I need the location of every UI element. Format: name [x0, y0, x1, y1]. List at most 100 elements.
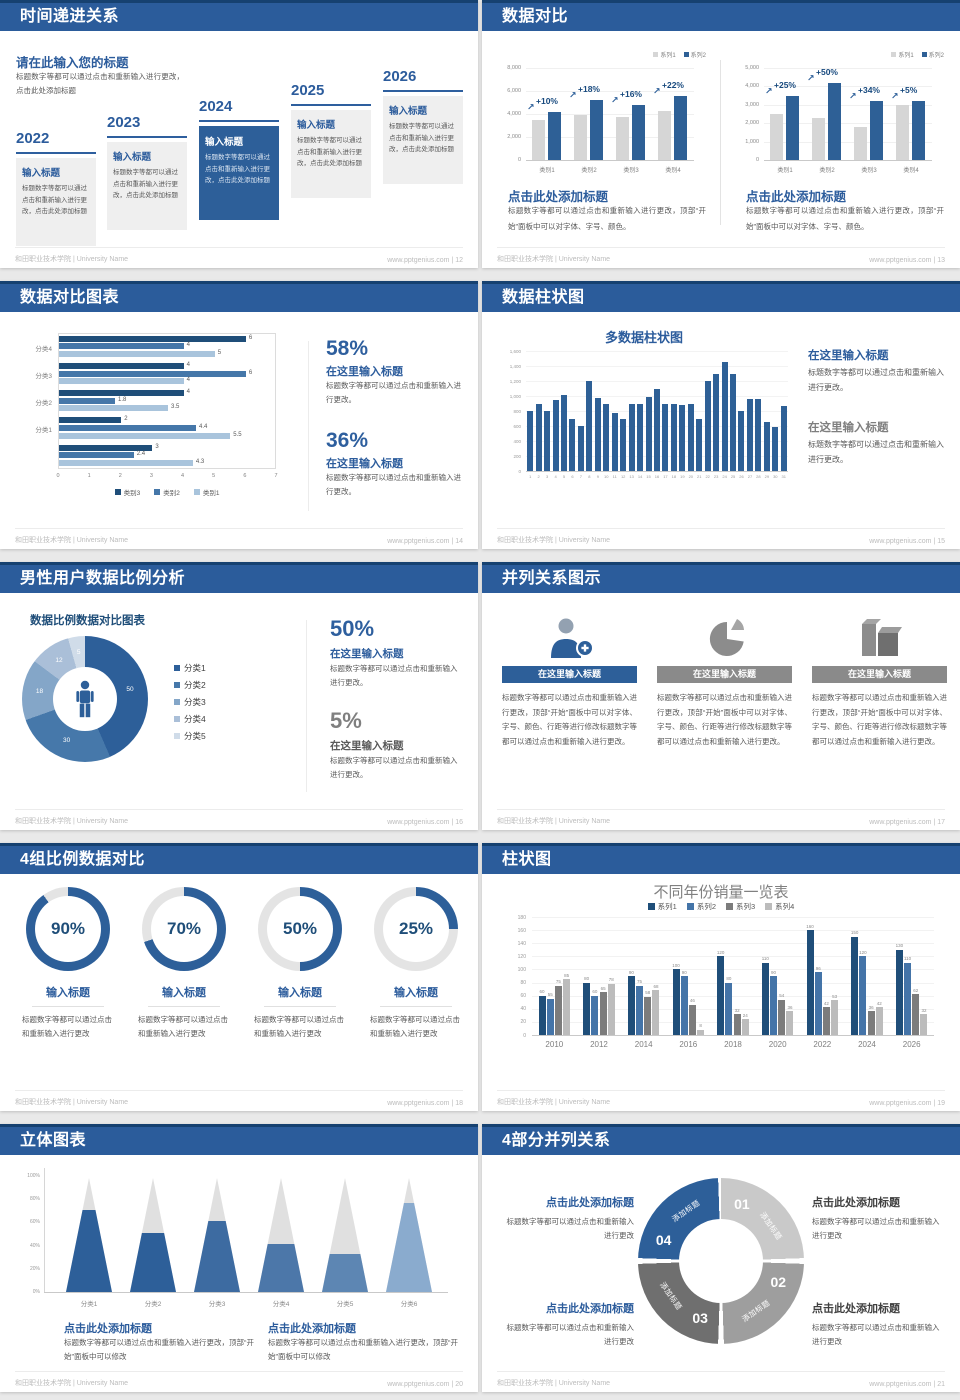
slide-17-parallel-relations[interactable]: 并列关系图示 在这里输入标题 标题数字等都可以通过点击和重新输入进行更改，顶部“… — [482, 562, 960, 830]
timeline-card-title: 输入标题 — [113, 152, 152, 163]
slide-18-four-ratio[interactable]: 4组比例数据对比 90% 输入标题 标题数字等都可以通过点击和重新输入进行更改 … — [0, 843, 478, 1111]
gridline — [526, 351, 788, 352]
slide-title-bar: 柱状图 — [482, 843, 960, 874]
bar-value-label: 5.5 — [233, 431, 242, 438]
up-arrow-icon: ↗ — [569, 90, 577, 101]
x-tick-label: 7 — [274, 473, 278, 479]
slide-14-data-comparison-chart[interactable]: 数据对比图表 分类4 6 4 5 分类3 4 6 4 分类2 4 1.8 3.5 分类1 2 4.4 5.5 3… — [0, 281, 478, 549]
bar-value-label: 130 — [895, 943, 904, 949]
bar-series2 — [912, 101, 925, 160]
stat-title: 在这里输入标题 — [808, 422, 889, 434]
legend-item: 分类1 — [174, 662, 206, 674]
stat-title: 在这里输入标题 — [808, 350, 889, 362]
column-body: 标题数字等都可以通过点击和重新输入进行更改，顶部“开始”面板中可以对字体、字号、… — [657, 693, 792, 746]
bar — [696, 418, 703, 471]
x-tick-label: 22 — [705, 474, 710, 479]
bar-value-label: 62 — [913, 987, 919, 993]
bar-value-label: 78 — [608, 977, 614, 983]
ring-percent: 25% — [398, 919, 434, 938]
corner-body: 标题数字等都可以通过点击和重新输入进行更改 — [506, 1323, 635, 1346]
bar — [627, 976, 635, 1035]
grouped-bar-chart-left: 系列1 系列2 8,000 6,000 4,000 2,000 0 ↗ +10% 类别1 ↗ +18%… — [496, 50, 708, 200]
legend-item: 分类5 — [174, 730, 206, 742]
y-tick-label: 200 — [513, 453, 521, 459]
y-tick-label: 60 — [520, 993, 526, 1000]
bar — [746, 399, 753, 471]
timeline-item: 2022 输入标题 标题数字等都可以通过点击和重新输入进行更改，点击此处添加标题 — [16, 130, 96, 246]
slide-16-male-user-ratio[interactable]: 男性用户数据比例分析 数据比例数据对比图表 50 30 18 12 5 分类1 分类2 分类… — [0, 562, 478, 830]
slide-title-bar: 并列关系图示 — [482, 562, 960, 593]
y-tick-label: 800 — [513, 408, 521, 414]
growth-label: +5% — [900, 85, 918, 96]
bar-value-label: 5 — [217, 350, 222, 356]
divider — [306, 620, 307, 792]
slide-20-cone-chart[interactable]: 立体图表 100% 80% 60% 40% 20% 0% 分类1 分类2 分类3 分类4 分类5 分类… — [0, 1124, 478, 1392]
bar — [653, 388, 660, 471]
slide-21-four-part-ring[interactable]: 4部分并列关系 01 添加标题 02 添加标题 03 添加标题 04 添加标题 点击此处添加标… — [482, 1124, 960, 1392]
bar — [912, 994, 920, 1035]
legend-swatch — [193, 489, 200, 495]
slide-title-bar: 4组比例数据对比 — [0, 843, 478, 874]
x-tick-label: 5 — [212, 473, 216, 479]
stat-percent: 58% — [326, 337, 369, 360]
bar — [59, 378, 184, 385]
legend-swatch — [647, 903, 655, 910]
slide-13-data-comparison[interactable]: 数据对比 系列1 系列2 8,000 6,000 4,000 2,000 0 ↗ +10% 类别1… — [482, 0, 960, 268]
plot-border — [58, 333, 276, 469]
bar-value-label: 54 — [779, 993, 785, 999]
slide-12-time-progression[interactable]: 时间递进关系 请在此输入您的标题 标题数字等都可以通过点击和重新输入进行更改，点… — [0, 0, 478, 268]
gridline — [532, 943, 934, 945]
gridline — [764, 68, 932, 69]
x-tick-label: 4 — [554, 474, 557, 479]
grouped-bar-chart-right: 系列1 系列2 5,000 4,000 3,000 2,000 1,000 0 ↗ +25% 类别1… — [734, 50, 946, 200]
cone — [322, 1178, 368, 1292]
up-arrow-icon: ↗ — [849, 91, 857, 102]
x-tick-label: 2 — [537, 474, 540, 479]
underline — [264, 1006, 336, 1007]
timeline-year: 2025 — [291, 82, 325, 99]
underline — [380, 1006, 452, 1007]
stat-title: 在这里输入标题 — [330, 740, 404, 752]
y-tick-label: 4,000 — [745, 83, 759, 90]
bar — [875, 1007, 883, 1035]
x-tick-label: 2018 — [724, 1040, 742, 1049]
progress-ring: 70% — [142, 887, 226, 971]
legend-swatch — [174, 733, 180, 739]
bar-series2 — [548, 111, 561, 160]
slide-19-bar-chart[interactable]: 柱状图 不同年份销量一览表 系列1 系列2 系列3 系列4 180 160 140 120 10… — [482, 843, 960, 1111]
bar — [770, 976, 778, 1035]
y-tick-label: 120 — [517, 953, 526, 960]
growth-label: +22% — [662, 79, 684, 90]
y-tick-label: 2,000 — [745, 120, 759, 127]
bar — [725, 982, 733, 1035]
section-intro: 标题数字等都可以通过点击和重新输入进行更改，点击此处添加标题 — [16, 72, 184, 96]
caption-body: 标题数字等都可以通过点击和重新输入进行更改，顶部“开始”面板中可以修改 — [268, 1338, 458, 1362]
timeline-card-title: 输入标题 — [205, 137, 244, 148]
bar — [831, 1000, 839, 1035]
legend-label: 系列4 — [775, 902, 795, 911]
gridline — [526, 381, 788, 382]
male-figure-icon — [76, 680, 94, 718]
y-tick-label: 600 — [513, 423, 521, 429]
bar — [636, 985, 644, 1035]
growth-label: +10% — [536, 95, 558, 106]
y-tick-label: 8,000 — [507, 65, 521, 71]
footer-left: 和田职业技术学院 | University Name — [497, 256, 611, 263]
bar — [59, 343, 184, 350]
legend-label: 系列1 — [660, 53, 676, 59]
x-tick-label: 2024 — [858, 1040, 876, 1049]
horizontal-bar-chart: 分类4 6 4 5 分类3 4 6 4 分类2 4 1.8 3.5 分类1 2 4.4 5.5 3 2.4 4.3 0… — [14, 329, 306, 507]
bar — [611, 412, 618, 471]
timeline-year-underline — [291, 104, 371, 106]
gridline — [532, 930, 934, 932]
slide-15-column-chart[interactable]: 数据柱状图 多数据柱状图 1,600 1,400 1,200 1,000 800 600 4… — [482, 281, 960, 549]
y-tick-label: 5,000 — [745, 65, 759, 71]
gridline — [532, 995, 934, 997]
y-tick-label: 1,000 — [745, 138, 759, 145]
y-tick-label: 80% — [29, 1196, 40, 1203]
bar-value-label: 160 — [806, 923, 814, 929]
footer-right: www.pptgenius.com | 13 — [869, 257, 945, 264]
underline — [148, 1006, 220, 1007]
stat-title: 在这里输入标题 — [326, 366, 403, 378]
